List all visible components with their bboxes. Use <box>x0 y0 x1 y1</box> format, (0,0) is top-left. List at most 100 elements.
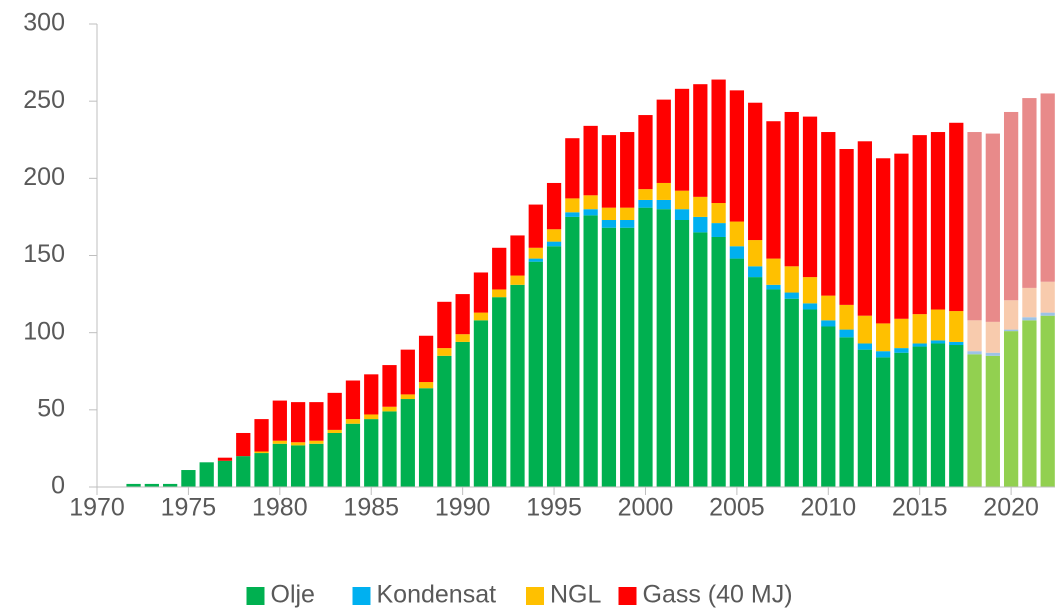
bar-segment <box>1040 312 1055 316</box>
bar-segment <box>620 207 635 221</box>
bar-segment <box>601 207 617 221</box>
bar-segment <box>565 212 580 217</box>
bar-segment <box>1003 331 1019 487</box>
bar-segment <box>857 343 872 350</box>
bar-segment <box>1003 300 1019 330</box>
y-tick-label: 200 <box>23 163 65 191</box>
x-tick-label: 2015 <box>892 494 948 522</box>
bar-segment <box>766 121 781 259</box>
bar-segment <box>400 394 415 400</box>
bar-segment <box>565 216 580 487</box>
bar-segment <box>254 419 269 452</box>
bar-segment <box>821 295 836 321</box>
y-tick-label: 300 <box>23 9 65 37</box>
bar-segment <box>437 301 452 349</box>
bar-segment <box>693 196 708 217</box>
bar-segment <box>345 423 361 487</box>
bar-segment <box>1003 111 1019 301</box>
bar-segment <box>912 135 927 315</box>
bar-segment <box>857 315 872 344</box>
bar-segment <box>199 462 214 487</box>
bar-segment <box>601 220 617 228</box>
y-tick-label: 250 <box>23 86 65 114</box>
bar-segment <box>802 116 818 278</box>
x-tick-label: 1980 <box>252 494 308 522</box>
bar-segment <box>674 209 690 221</box>
x-tick-label: 1995 <box>526 494 582 522</box>
legend-swatch <box>246 587 265 605</box>
bar-segment <box>802 309 818 487</box>
legend-swatch <box>526 587 544 605</box>
bar-segment <box>254 451 269 454</box>
bar-segment <box>492 297 507 487</box>
bar-segment <box>674 88 690 191</box>
bar-segment <box>857 141 872 316</box>
bar-segment <box>784 266 799 293</box>
bar-segment <box>748 266 763 278</box>
bar-segment <box>638 115 653 190</box>
bar-segment <box>748 277 763 487</box>
bar-segment <box>638 207 653 487</box>
bar-segment <box>967 132 982 321</box>
x-tick-label: 1990 <box>435 494 491 522</box>
bar-segment <box>528 258 543 262</box>
bar-segment <box>693 84 708 197</box>
bar-segment <box>583 125 598 196</box>
bar-segment <box>784 111 799 267</box>
bar-segment <box>876 323 891 352</box>
bar-segment <box>327 392 342 430</box>
bar-segment <box>418 335 434 383</box>
legend-label: Kondensat <box>377 581 497 609</box>
bar-segment <box>620 132 635 208</box>
bar-segment <box>729 221 745 247</box>
bar-segment <box>784 292 799 299</box>
bar-segment <box>638 189 653 200</box>
bar-segment <box>876 351 891 358</box>
bar-segment <box>583 195 598 210</box>
bar-segment <box>656 99 671 183</box>
bar-segment <box>894 352 909 487</box>
bar-segment <box>985 321 1000 353</box>
bar-segment <box>729 258 745 487</box>
bar-segment <box>985 355 1000 487</box>
bar-segment <box>309 402 324 441</box>
bar-segment <box>711 79 726 204</box>
bar-segment <box>327 429 342 433</box>
bar-segment <box>364 419 379 487</box>
bar-segment <box>1040 93 1055 282</box>
bar-segment <box>821 326 836 487</box>
bar-segment <box>876 158 891 324</box>
bar-segment <box>949 345 964 487</box>
bar-segment <box>309 440 324 444</box>
bar-segment <box>455 294 470 335</box>
bar-segment <box>162 483 178 487</box>
bar-segment <box>565 138 580 199</box>
bar-segment <box>290 442 306 446</box>
bar-segment <box>949 341 964 346</box>
bar-segment <box>693 232 708 487</box>
bar-segment <box>418 382 434 389</box>
bar-segment <box>1022 287 1037 318</box>
bar-segment <box>546 241 562 247</box>
x-tick-label: 1975 <box>161 494 217 522</box>
y-tick-label: 150 <box>23 240 65 268</box>
bar-segment <box>821 132 836 296</box>
bar-segment <box>967 351 982 355</box>
bar-segment <box>949 311 964 342</box>
bar-segment <box>857 349 872 487</box>
x-tick-label: 2005 <box>709 494 765 522</box>
bar-segment <box>638 199 653 208</box>
bar-segment <box>711 203 726 224</box>
bar-segment <box>418 388 434 487</box>
bar-segment <box>656 182 671 200</box>
bar-segment <box>912 314 927 344</box>
bar-segment <box>912 343 927 347</box>
bar-segment <box>528 261 543 487</box>
bar-segment <box>656 199 671 210</box>
bar-segment <box>437 348 452 356</box>
bar-segment <box>876 357 891 487</box>
x-tick-label: 1970 <box>69 494 125 522</box>
bar-segment <box>382 411 397 487</box>
bar-segment <box>400 349 415 395</box>
